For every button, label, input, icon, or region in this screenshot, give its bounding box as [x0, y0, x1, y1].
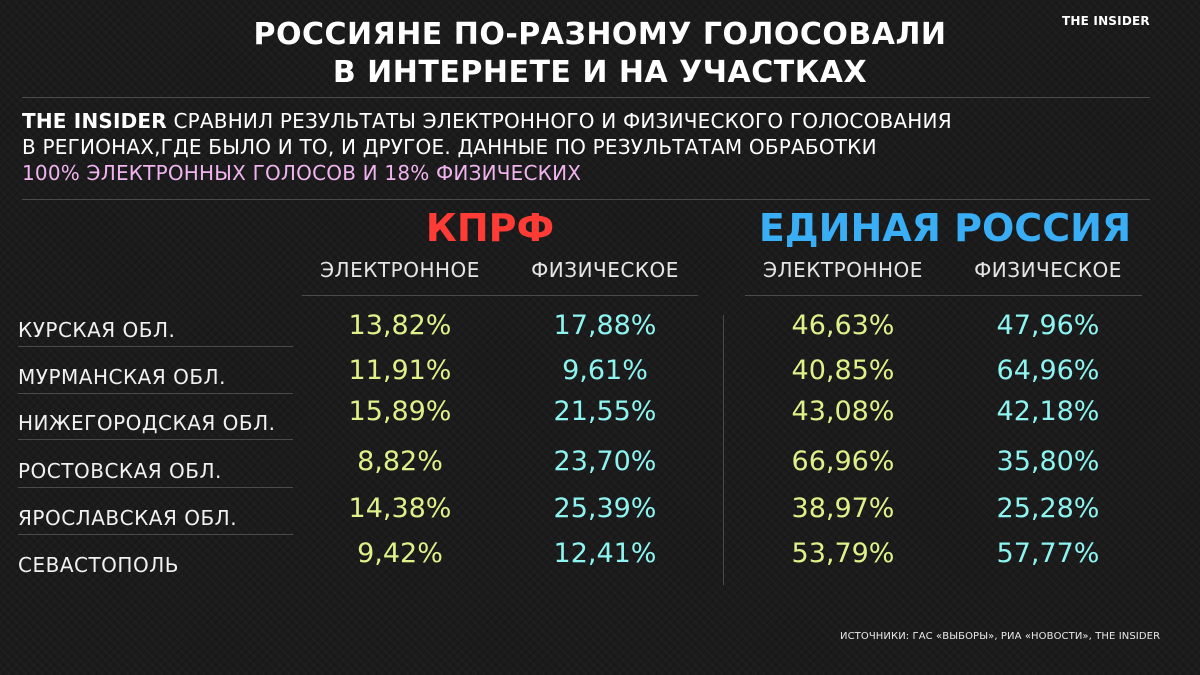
intro-divider	[22, 199, 1150, 200]
region-label: РОСТОВСКАЯ ОБЛ.	[18, 459, 222, 483]
kprf-physical-value: 21,55%	[553, 396, 657, 427]
er-electronic-value: 43,08%	[791, 396, 895, 427]
intro-line-2: В РЕГИОНАХ,ГДЕ БЫЛО И ТО, И ДРУГОЕ. ДАНН…	[22, 135, 877, 159]
er-electronic-value: 38,97%	[791, 493, 895, 524]
er-electronic-header: ЭЛЕКТРОННОЕ	[763, 258, 923, 282]
region-label: НИЖЕГОРОДСКАЯ ОБЛ.	[18, 411, 276, 435]
kprf-physical-value: 17,88%	[553, 310, 657, 341]
kprf-electronic-value: 11,91%	[348, 355, 452, 386]
er-physical-value: 42,18%	[996, 396, 1100, 427]
kprf-electronic-value: 8,82%	[357, 446, 443, 477]
intro-lead: THE INSIDER	[22, 109, 167, 133]
sources-note: ИСТОЧНИКИ: ГАС «ВЫБОРЫ», РИА «НОВОСТИ», …	[840, 631, 1161, 642]
kprf-physical-value: 23,70%	[553, 446, 657, 477]
title-line-1: РОССИЯНЕ ПО-РАЗНОМУ ГОЛОСОВАЛИ	[253, 17, 947, 52]
row-divider	[18, 346, 293, 347]
er-header-divider	[745, 295, 1142, 296]
party-united-russia: ЕДИНАЯ РОССИЯ	[758, 206, 1132, 250]
er-physical-header: ФИЗИЧЕСКОЕ	[974, 258, 1122, 282]
intro-line-3: 100% ЭЛЕКТРОННЫХ ГОЛОСОВ И 18% ФИЗИЧЕСКИ…	[22, 161, 582, 185]
kprf-physical-value: 9,61%	[562, 355, 648, 386]
kprf-electronic-value: 14,38%	[348, 493, 452, 524]
intro-text: THE INSIDER СРАВНИЛ РЕЗУЛЬТАТЫ ЭЛЕКТРОНН…	[22, 108, 952, 186]
row-divider	[18, 439, 293, 440]
region-label: КУРСКАЯ ОБЛ.	[18, 318, 176, 342]
er-electronic-value: 53,79%	[791, 538, 895, 569]
er-electronic-value: 66,96%	[791, 446, 895, 477]
brand-logo: THE INSIDER	[1062, 14, 1150, 28]
er-electronic-value: 40,85%	[791, 355, 895, 386]
er-physical-value: 25,28%	[996, 493, 1100, 524]
kprf-physical-value: 12,41%	[553, 538, 657, 569]
region-label: МУРМАНСКАЯ ОБЛ.	[18, 365, 226, 389]
page-title: РОССИЯНЕ ПО-РАЗНОМУ ГОЛОСОВАЛИ В ИНТЕРНЕ…	[150, 16, 1050, 92]
intro-line-1-rest: СРАВНИЛ РЕЗУЛЬТАТЫ ЭЛЕКТРОННОГО И ФИЗИЧЕ…	[166, 109, 952, 133]
region-label: ЯРОСЛАВСКАЯ ОБЛ.	[18, 506, 238, 530]
kprf-electronic-value: 13,82%	[348, 310, 452, 341]
region-label: СЕВАСТОПОЛЬ	[18, 553, 179, 577]
er-physical-value: 35,80%	[996, 446, 1100, 477]
kprf-physical-header: ФИЗИЧЕСКОЕ	[531, 258, 679, 282]
row-divider	[18, 534, 293, 535]
er-physical-value: 57,77%	[996, 538, 1100, 569]
title-line-2: В ИНТЕРНЕТЕ И НА УЧАСТКАХ	[332, 55, 868, 90]
party-kprf: КПРФ	[425, 206, 555, 250]
kprf-electronic-value: 9,42%	[357, 538, 443, 569]
row-divider	[18, 487, 293, 488]
row-divider	[18, 393, 293, 394]
kprf-physical-value: 25,39%	[553, 493, 657, 524]
er-electronic-value: 46,63%	[791, 310, 895, 341]
kprf-header-divider	[302, 295, 698, 296]
intro-line-1: THE INSIDER СРАВНИЛ РЕЗУЛЬТАТЫ ЭЛЕКТРОНН…	[22, 108, 952, 134]
title-divider	[22, 97, 1150, 98]
er-physical-value: 47,96%	[996, 310, 1100, 341]
party-divider	[723, 315, 724, 585]
er-physical-value: 64,96%	[996, 355, 1100, 386]
kprf-electronic-value: 15,89%	[348, 396, 452, 427]
kprf-electronic-header: ЭЛЕКТРОННОЕ	[320, 258, 480, 282]
